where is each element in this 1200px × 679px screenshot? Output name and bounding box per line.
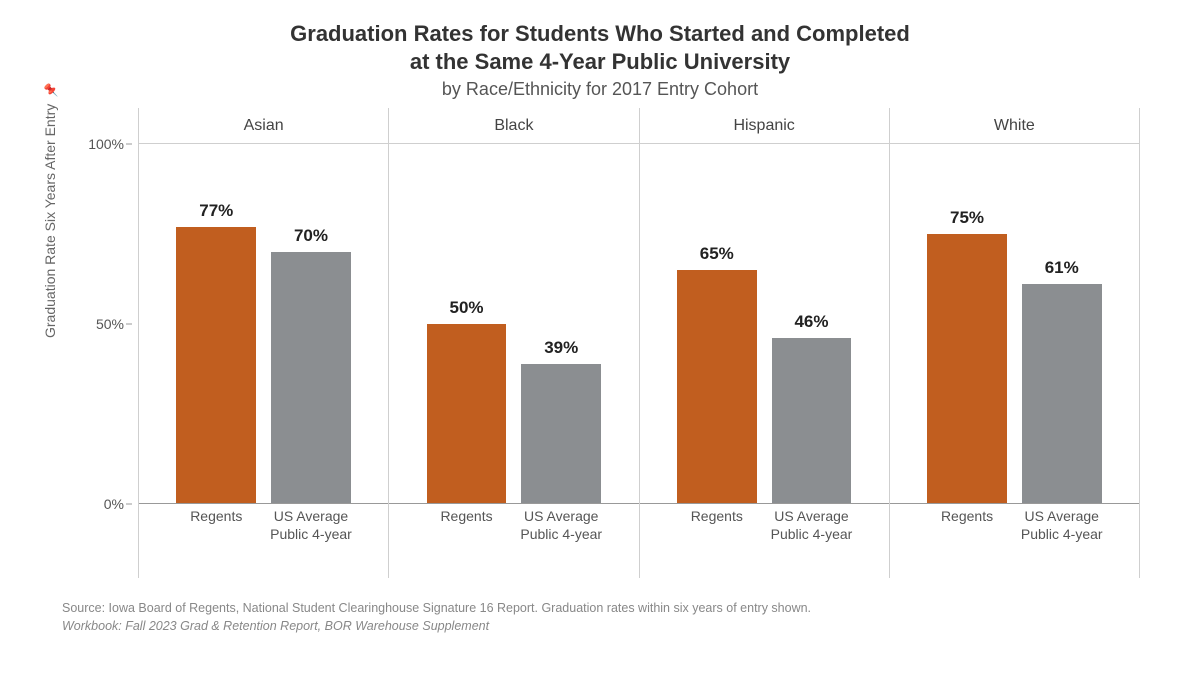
x-axis-line bbox=[890, 503, 1139, 504]
x-axis-line bbox=[640, 503, 889, 504]
source-line1: Source: Iowa Board of Regents, National … bbox=[62, 600, 811, 618]
bar-us_avg bbox=[271, 252, 351, 504]
bar-value-label: 65% bbox=[700, 244, 734, 270]
chart-container: Graduation Rates for Students Who Starte… bbox=[60, 20, 1140, 578]
panel-header: Asian bbox=[139, 108, 388, 144]
chart-title-line2: at the Same 4-Year Public University bbox=[60, 48, 1140, 76]
x-labels: RegentsUS AveragePublic 4-year bbox=[640, 508, 889, 568]
panel-asian: Asian 77% 70% RegentsUS AveragePublic 4-yea… bbox=[138, 108, 388, 578]
bar-value-label: 46% bbox=[794, 312, 828, 338]
y-tick-mark bbox=[126, 324, 132, 325]
x-label-regents: Regents bbox=[912, 508, 1022, 526]
panel-white: White 75% 61% RegentsUS AveragePublic 4-yea… bbox=[889, 108, 1140, 578]
panel-header: White bbox=[890, 108, 1139, 144]
bar-region: 65% 46% bbox=[640, 144, 889, 504]
x-label-regents: Regents bbox=[161, 508, 271, 526]
source-note: Source: Iowa Board of Regents, National … bbox=[62, 600, 811, 635]
y-axis-label-text: Graduation Rate Six Years After Entry bbox=[42, 104, 58, 338]
x-label-us_avg: US AveragePublic 4-year bbox=[506, 508, 616, 543]
panel-black: Black 50% 39% RegentsUS AveragePublic 4-yea… bbox=[388, 108, 638, 578]
x-labels: RegentsUS AveragePublic 4-year bbox=[139, 508, 388, 568]
x-axis-line bbox=[139, 503, 388, 504]
source-line2: Workbook: Fall 2023 Grad & Retention Rep… bbox=[62, 618, 811, 636]
plot-area: Graduation Rate Six Years After Entry 📌 … bbox=[60, 108, 1140, 578]
y-axis-label: Graduation Rate Six Years After Entry 📌 bbox=[42, 83, 58, 338]
pin-icon: 📌 bbox=[44, 83, 58, 98]
x-axis-line bbox=[389, 503, 638, 504]
bar-value-label: 61% bbox=[1045, 258, 1079, 284]
y-tick-mark bbox=[126, 144, 132, 145]
bar-regents bbox=[176, 227, 256, 504]
bar-value-label: 50% bbox=[450, 298, 484, 324]
bar-value-label: 39% bbox=[544, 338, 578, 364]
chart-panels: Asian77%70%RegentsUS AveragePublic 4-yea… bbox=[138, 108, 1140, 578]
bar-value-label: 77% bbox=[199, 201, 233, 227]
bar-value-label: 75% bbox=[950, 208, 984, 234]
panel-hispanic: Hispanic 65% 46% RegentsUS AveragePublic 4-… bbox=[639, 108, 889, 578]
x-labels: RegentsUS AveragePublic 4-year bbox=[890, 508, 1139, 568]
bar-us_avg bbox=[1022, 284, 1102, 504]
chart-subtitle: by Race/Ethnicity for 2017 Entry Cohort bbox=[60, 79, 1140, 100]
chart-title-line1: Graduation Rates for Students Who Starte… bbox=[60, 20, 1140, 48]
x-label-us_avg: US AveragePublic 4-year bbox=[256, 508, 366, 543]
bar-value-label: 70% bbox=[294, 226, 328, 252]
bar-region: 75% 61% bbox=[890, 144, 1139, 504]
bar-regents bbox=[427, 324, 507, 504]
bar-regents bbox=[677, 270, 757, 504]
title-block: Graduation Rates for Students Who Starte… bbox=[60, 20, 1140, 100]
bar-regents bbox=[927, 234, 1007, 504]
x-label-us_avg: US AveragePublic 4-year bbox=[756, 508, 866, 543]
x-label-regents: Regents bbox=[662, 508, 772, 526]
bar-us_avg bbox=[521, 364, 601, 504]
y-axis-ticks: 0%50%100% bbox=[82, 144, 132, 504]
bar-us_avg bbox=[772, 338, 852, 504]
panel-header: Hispanic bbox=[640, 108, 889, 144]
bar-region: 77% 70% bbox=[139, 144, 388, 504]
y-tick-label: 100% bbox=[88, 136, 124, 152]
y-tick-label: 0% bbox=[104, 496, 124, 512]
panel-header: Black bbox=[389, 108, 638, 144]
x-label-us_avg: US AveragePublic 4-year bbox=[1007, 508, 1117, 543]
y-tick-mark bbox=[126, 504, 132, 505]
x-label-regents: Regents bbox=[412, 508, 522, 526]
x-labels: RegentsUS AveragePublic 4-year bbox=[389, 508, 638, 568]
y-tick-label: 50% bbox=[96, 316, 124, 332]
bar-region: 50% 39% bbox=[389, 144, 638, 504]
